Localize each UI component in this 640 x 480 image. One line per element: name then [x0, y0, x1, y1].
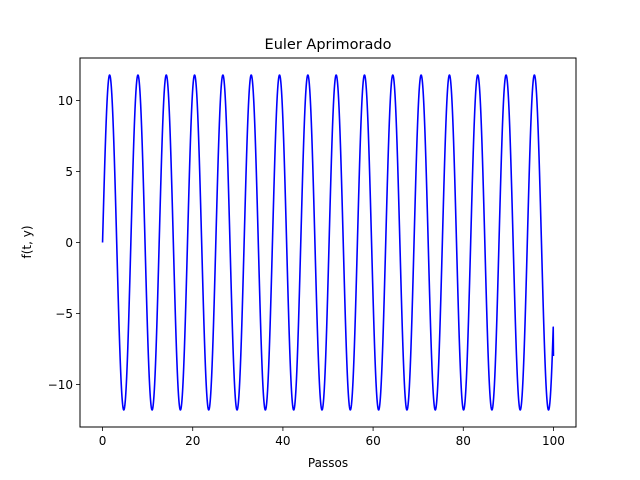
y-tick-label: 0 — [65, 236, 73, 250]
x-tick-label: 100 — [542, 434, 565, 448]
x-tick-label: 0 — [99, 434, 107, 448]
y-tick-label: −10 — [48, 378, 73, 392]
x-tick-label: 80 — [456, 434, 471, 448]
x-tick-label: 40 — [275, 434, 290, 448]
y-tick-label: 5 — [65, 165, 73, 179]
chart-title: Euler Aprimorado — [265, 37, 392, 53]
x-tick-label: 20 — [185, 434, 200, 448]
axes-frame — [79, 57, 577, 428]
x-axis-ticks: 0 20 40 60 80 100 — [99, 427, 565, 448]
series-line-0 — [101, 74, 555, 411]
y-axis-ticks: −10 −5 0 5 10 — [48, 94, 80, 392]
y-tick-label: −5 — [55, 307, 73, 321]
y-axis-label: f(t, y) — [20, 225, 34, 258]
y-tick-label: 10 — [58, 94, 73, 108]
x-axis-label: Passos — [308, 456, 348, 470]
plot-area — [101, 74, 555, 411]
x-tick-label: 60 — [365, 434, 380, 448]
